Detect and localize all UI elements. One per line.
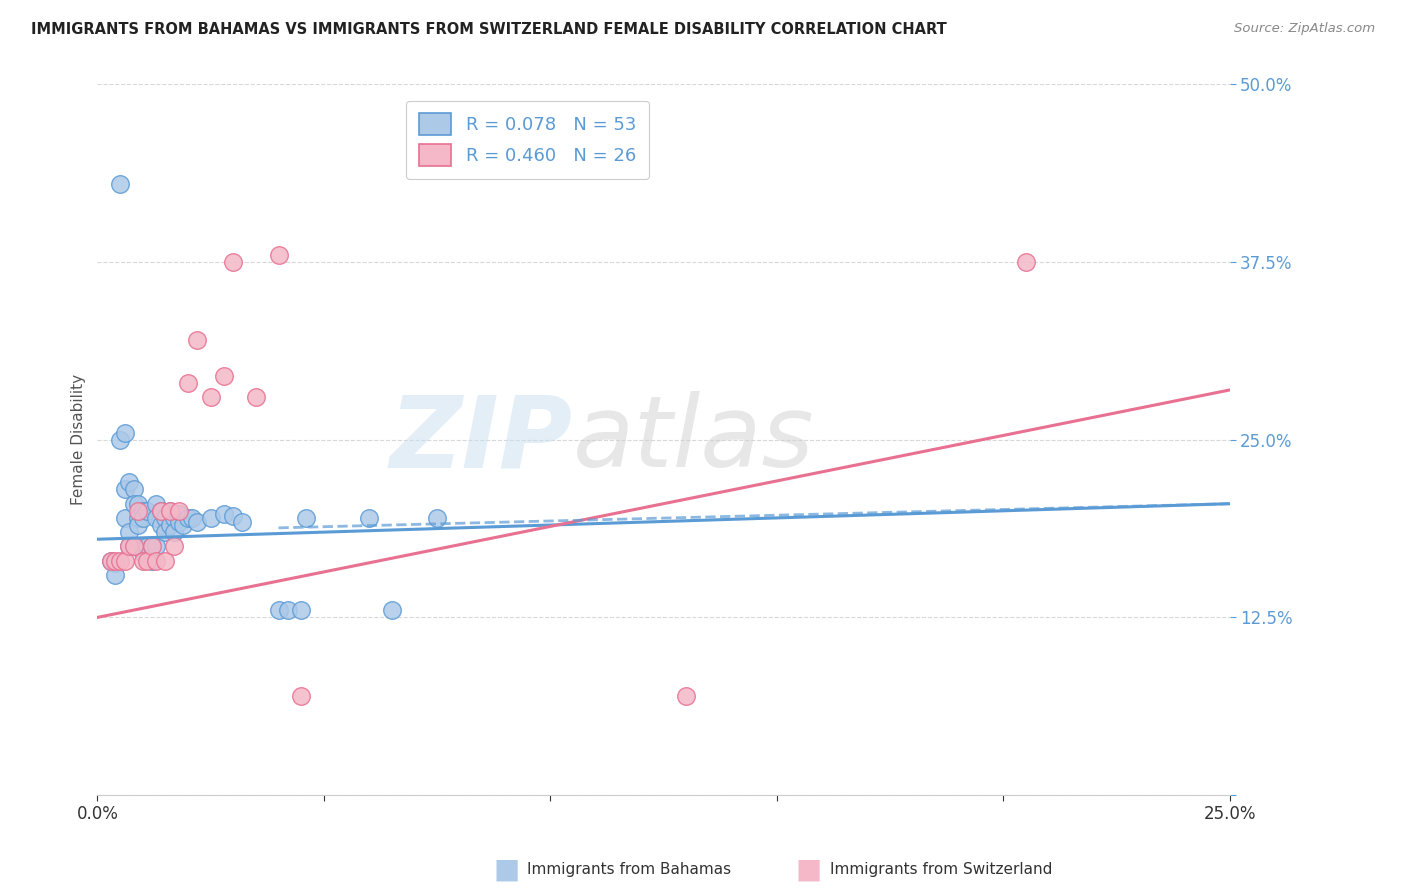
Legend: R = 0.078   N = 53, R = 0.460   N = 26: R = 0.078 N = 53, R = 0.460 N = 26 <box>406 101 650 179</box>
Point <box>131 511 153 525</box>
Point <box>167 507 190 521</box>
Point <box>212 368 235 383</box>
Point <box>141 539 163 553</box>
Text: ZIP: ZIP <box>389 392 572 488</box>
Point <box>149 518 172 533</box>
Point <box>118 475 141 490</box>
Point <box>159 518 181 533</box>
Point <box>149 504 172 518</box>
Point <box>145 511 167 525</box>
Point <box>163 511 186 525</box>
Point <box>136 539 159 553</box>
Text: atlas: atlas <box>572 392 814 488</box>
Text: Immigrants from Switzerland: Immigrants from Switzerland <box>830 863 1052 877</box>
Point <box>426 511 449 525</box>
Point <box>149 504 172 518</box>
Point <box>200 390 222 404</box>
Point <box>104 567 127 582</box>
Point <box>359 511 381 525</box>
Point <box>181 511 204 525</box>
Point <box>127 497 149 511</box>
Point <box>104 557 127 571</box>
Point <box>122 539 145 553</box>
Point <box>122 497 145 511</box>
Point <box>118 539 141 553</box>
Point <box>167 504 190 518</box>
Point <box>222 255 245 269</box>
Point <box>127 518 149 533</box>
Point <box>267 603 290 617</box>
Point <box>294 511 316 525</box>
Point <box>159 504 181 518</box>
Point <box>100 553 122 567</box>
Point <box>155 511 177 525</box>
Point <box>245 390 267 404</box>
Point <box>212 507 235 521</box>
Point <box>145 497 167 511</box>
Point <box>186 515 208 529</box>
Point <box>122 483 145 497</box>
Point <box>118 539 141 553</box>
Point <box>172 518 194 533</box>
Text: Source: ZipAtlas.com: Source: ZipAtlas.com <box>1234 22 1375 36</box>
Point <box>155 525 177 540</box>
Point <box>122 539 145 553</box>
Point <box>114 425 136 440</box>
Point <box>163 539 186 553</box>
Point <box>131 546 153 560</box>
Point <box>114 483 136 497</box>
Point <box>131 553 153 567</box>
Point <box>131 539 153 553</box>
Point <box>200 511 222 525</box>
Text: ■: ■ <box>494 855 519 884</box>
Point <box>108 553 131 567</box>
Point <box>114 511 136 525</box>
Point <box>267 248 290 262</box>
Point <box>127 511 149 525</box>
Text: ■: ■ <box>796 855 821 884</box>
Point <box>186 333 208 347</box>
Point <box>100 553 122 567</box>
Point <box>145 553 167 567</box>
Text: IMMIGRANTS FROM BAHAMAS VS IMMIGRANTS FROM SWITZERLAND FEMALE DISABILITY CORRELA: IMMIGRANTS FROM BAHAMAS VS IMMIGRANTS FR… <box>31 22 946 37</box>
Point <box>104 553 127 567</box>
Point <box>1015 255 1038 269</box>
Point <box>231 515 253 529</box>
Point <box>290 603 312 617</box>
Point <box>141 553 163 567</box>
Point <box>675 689 697 703</box>
Point <box>290 689 312 703</box>
Point <box>155 553 177 567</box>
Point <box>277 603 299 617</box>
Point <box>222 509 245 524</box>
Point <box>131 504 153 518</box>
Point <box>127 504 149 518</box>
Point <box>141 539 163 553</box>
Point <box>114 553 136 567</box>
Point <box>381 603 404 617</box>
Point <box>159 504 181 518</box>
Point <box>108 177 131 191</box>
Point <box>167 515 190 529</box>
Point <box>177 376 200 390</box>
Point <box>163 525 186 540</box>
Point <box>145 539 167 553</box>
Point <box>177 511 200 525</box>
Point <box>108 433 131 447</box>
Point <box>118 525 141 540</box>
Point <box>136 553 159 567</box>
Point <box>136 504 159 518</box>
Text: Immigrants from Bahamas: Immigrants from Bahamas <box>527 863 731 877</box>
Y-axis label: Female Disability: Female Disability <box>72 374 86 505</box>
